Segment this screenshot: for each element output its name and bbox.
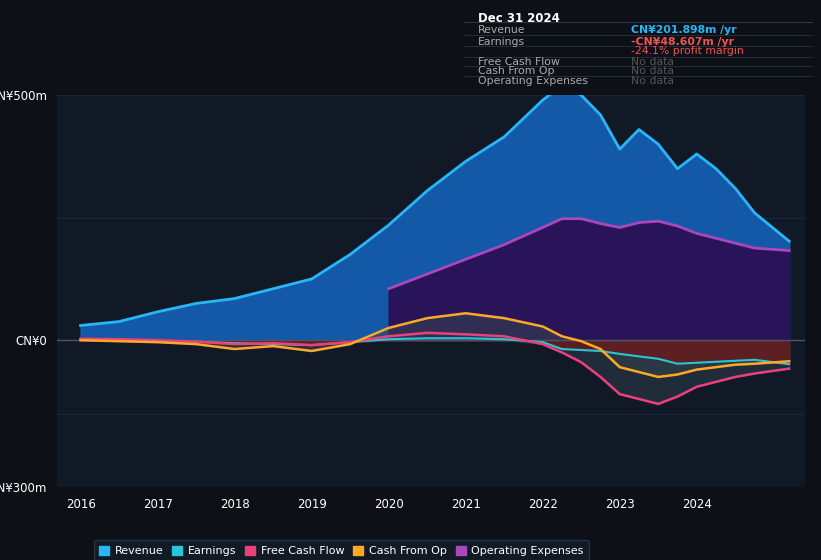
Text: Cash From Op: Cash From Op [478, 67, 554, 77]
Text: No data: No data [631, 67, 674, 77]
Text: Revenue: Revenue [478, 25, 525, 35]
Text: -CN¥48.607m /yr: -CN¥48.607m /yr [631, 36, 734, 46]
Text: -24.1% profit margin: -24.1% profit margin [631, 46, 744, 56]
Legend: Revenue, Earnings, Free Cash Flow, Cash From Op, Operating Expenses: Revenue, Earnings, Free Cash Flow, Cash … [94, 540, 589, 560]
Text: No data: No data [631, 76, 674, 86]
Text: Operating Expenses: Operating Expenses [478, 76, 588, 86]
Text: Earnings: Earnings [478, 36, 525, 46]
Text: Dec 31 2024: Dec 31 2024 [478, 12, 560, 25]
Text: CN¥201.898m /yr: CN¥201.898m /yr [631, 25, 737, 35]
Text: No data: No data [631, 57, 674, 67]
Text: Free Cash Flow: Free Cash Flow [478, 57, 560, 67]
